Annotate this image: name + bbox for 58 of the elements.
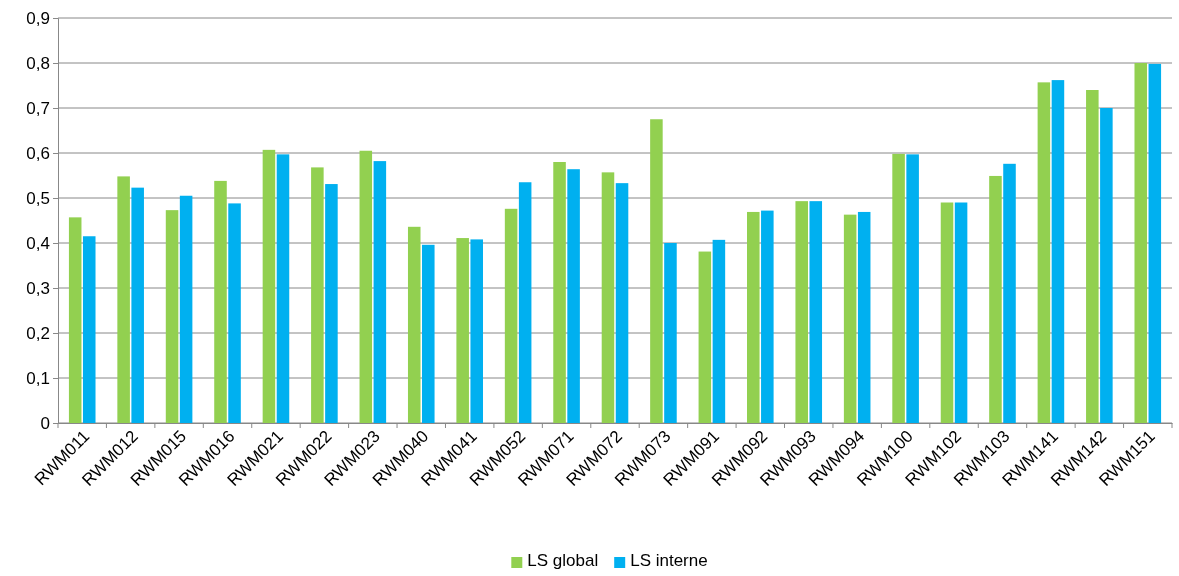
bar <box>906 154 919 423</box>
bar <box>407 226 421 423</box>
bar <box>325 184 338 423</box>
bar <box>761 210 774 423</box>
bar <box>1086 90 1099 423</box>
bar <box>1134 63 1148 423</box>
bar <box>747 211 760 423</box>
y-tick-label: 0,1 <box>26 368 50 388</box>
bar <box>117 176 130 423</box>
bar <box>1100 108 1113 423</box>
y-tick-label: 0,6 <box>26 143 50 163</box>
bar <box>601 172 615 423</box>
bar <box>68 217 82 423</box>
bar <box>615 183 629 423</box>
legend-label: LS interne <box>630 551 708 570</box>
bar <box>228 203 241 423</box>
y-tick-label: 0,3 <box>26 278 50 298</box>
bar <box>795 201 808 423</box>
bar <box>664 243 677 423</box>
bar <box>179 195 193 423</box>
y-tick-label: 0,4 <box>26 233 50 253</box>
bar <box>470 239 483 423</box>
bar <box>359 150 373 423</box>
legend-label: LS global <box>527 551 599 570</box>
bar <box>954 202 968 423</box>
bar <box>131 187 144 423</box>
bar <box>262 149 276 423</box>
bar <box>698 251 712 423</box>
bar <box>422 244 435 423</box>
bar <box>373 161 387 423</box>
bar <box>82 236 96 423</box>
bar <box>892 153 905 423</box>
bar <box>650 119 663 423</box>
y-tick-label: 0,2 <box>26 323 50 343</box>
bar <box>518 182 532 423</box>
bar <box>843 214 857 423</box>
y-tick-label: 0 <box>40 413 50 433</box>
bar <box>1148 63 1162 423</box>
bar <box>504 208 518 423</box>
bar <box>857 211 871 423</box>
bar <box>276 154 290 423</box>
bar <box>809 201 823 423</box>
bar <box>567 169 580 423</box>
bar <box>989 175 1002 423</box>
bar <box>165 210 179 423</box>
bar <box>940 202 954 423</box>
y-tick-label: 0,8 <box>26 53 50 73</box>
y-tick-label: 0,7 <box>26 98 50 118</box>
bar <box>311 167 324 423</box>
y-tick-label: 0,9 <box>26 8 50 28</box>
bar <box>456 238 469 423</box>
bar <box>214 180 227 423</box>
bar <box>1051 80 1065 423</box>
bar <box>1003 163 1016 423</box>
y-tick-label: 0,5 <box>26 188 50 208</box>
bar <box>1037 82 1051 423</box>
bar <box>553 162 566 423</box>
bar <box>712 239 726 423</box>
